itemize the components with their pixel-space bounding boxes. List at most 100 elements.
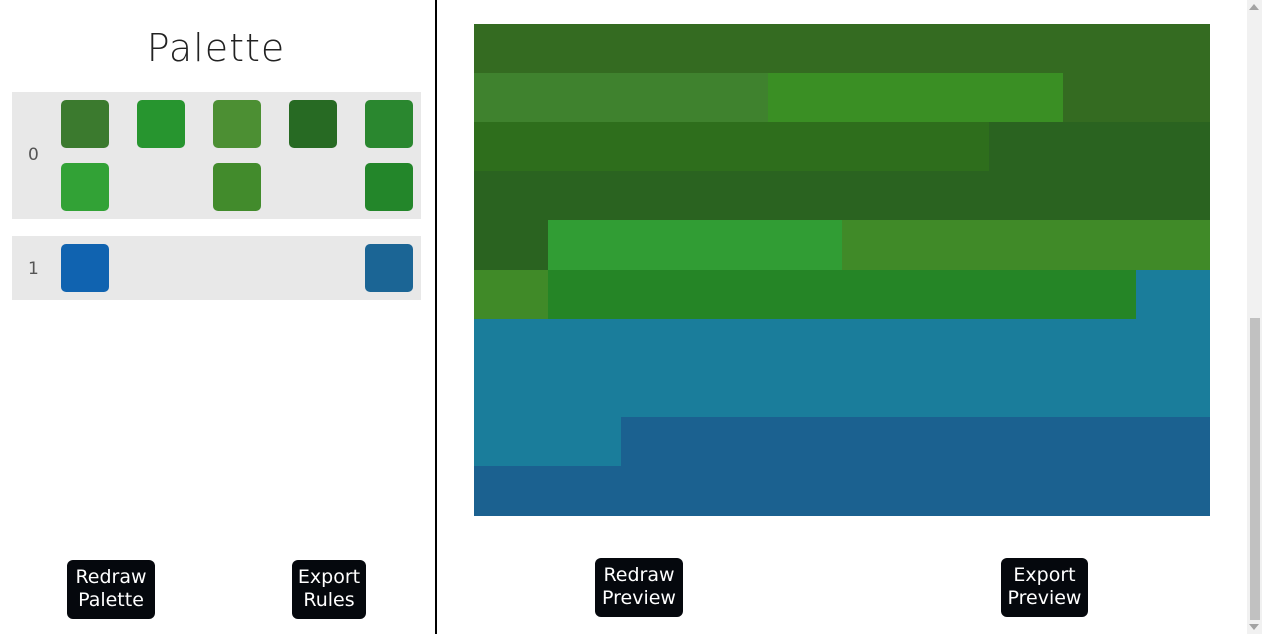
preview-cell (474, 220, 548, 271)
preview-cell (842, 24, 916, 74)
preview-cell (768, 318, 843, 369)
preview-cell (694, 171, 769, 222)
preview-cell (621, 367, 696, 418)
scroll-thumb[interactable] (1250, 318, 1260, 620)
preview-cell (547, 73, 622, 124)
color-swatch[interactable] (61, 244, 109, 292)
preview-cell (621, 318, 696, 369)
preview-cell (547, 367, 622, 418)
color-swatch[interactable] (137, 100, 185, 148)
preview-cell (915, 24, 990, 74)
preview-cell (474, 24, 548, 74)
button-label-line: Redraw (75, 566, 147, 588)
preview-cell (694, 465, 769, 516)
preview-cell (694, 24, 769, 74)
preview-cell (768, 465, 843, 516)
preview-cell (989, 220, 1064, 271)
preview-cell (547, 122, 622, 173)
preview-cell (1136, 416, 1211, 467)
preview-cell (915, 269, 990, 320)
preview-cell (1062, 465, 1137, 516)
group-label: 0 (28, 145, 39, 165)
preview-cell (915, 367, 990, 418)
preview-cell (989, 465, 1064, 516)
panel-divider (435, 0, 437, 634)
button-label-line: Rules (303, 589, 355, 611)
redraw-palette-button[interactable]: Redraw Palette (67, 560, 155, 619)
export-rules-button[interactable]: Export Rules (292, 560, 366, 619)
preview-cell (915, 465, 990, 516)
color-swatch[interactable] (365, 100, 413, 148)
color-swatch[interactable] (61, 163, 109, 211)
preview-cell (694, 367, 769, 418)
button-label-line: Preview (1007, 587, 1082, 609)
preview-cell (842, 73, 916, 124)
preview-cell (474, 416, 548, 467)
preview-cell (1136, 318, 1211, 369)
preview-cell (842, 171, 916, 222)
vertical-scrollbar[interactable] (1247, 0, 1262, 634)
preview-cell (694, 416, 769, 467)
preview-cell (1136, 269, 1211, 320)
preview-cell (915, 171, 990, 222)
preview-cell (842, 416, 916, 467)
preview-cell (1062, 318, 1137, 369)
preview-cell (768, 171, 843, 222)
preview-canvas (474, 24, 1211, 516)
scroll-down-arrow-icon[interactable] (1249, 624, 1259, 630)
preview-cell (547, 269, 622, 320)
preview-cell (547, 171, 622, 222)
preview-cell (547, 220, 622, 271)
preview-cell (768, 122, 843, 173)
preview-cell (768, 269, 843, 320)
preview-cell (768, 24, 843, 74)
preview-cell (474, 73, 548, 124)
button-label-line: Export (297, 566, 361, 588)
preview-cell (768, 73, 843, 124)
color-swatch[interactable] (61, 100, 109, 148)
scroll-up-arrow-icon[interactable] (1249, 4, 1259, 10)
preview-cell (989, 122, 1064, 173)
button-label-line: Preview (602, 587, 676, 609)
color-swatch[interactable] (289, 100, 337, 148)
preview-cell (474, 367, 548, 418)
preview-cell (1062, 122, 1137, 173)
preview-cell (694, 318, 769, 369)
preview-cell (768, 416, 843, 467)
preview-cell (694, 73, 769, 124)
preview-cell (842, 122, 916, 173)
preview-cell (1062, 24, 1137, 74)
preview-cell (621, 122, 696, 173)
color-swatch[interactable] (213, 100, 261, 148)
preview-cell (915, 122, 990, 173)
preview-cell (989, 73, 1064, 124)
redraw-preview-button[interactable]: Redraw Preview (595, 558, 683, 617)
preview-cell (621, 269, 696, 320)
preview-cell (1136, 122, 1211, 173)
preview-cell (915, 318, 990, 369)
preview-cell (989, 367, 1064, 418)
preview-cell (1136, 465, 1211, 516)
preview-cell (989, 171, 1064, 222)
color-swatch[interactable] (213, 163, 261, 211)
color-swatch[interactable] (365, 163, 413, 211)
preview-cell (474, 122, 548, 173)
preview-cell (915, 220, 990, 271)
palette-group-1: 1 (12, 236, 421, 300)
preview-cell (547, 465, 622, 516)
preview-cell (842, 367, 916, 418)
color-swatch[interactable] (365, 244, 413, 292)
preview-cell (842, 220, 916, 271)
preview-cell (1062, 171, 1137, 222)
button-label-line: Palette (78, 589, 144, 611)
preview-cell (989, 269, 1064, 320)
preview-cell (621, 416, 696, 467)
preview-cell (694, 220, 769, 271)
preview-cell (621, 220, 696, 271)
button-label-line: Export (1013, 564, 1076, 586)
preview-cell (547, 416, 622, 467)
export-preview-button[interactable]: Export Preview (1001, 558, 1088, 617)
preview-cell (621, 171, 696, 222)
preview-cell (842, 318, 916, 369)
preview-cell (547, 318, 622, 369)
